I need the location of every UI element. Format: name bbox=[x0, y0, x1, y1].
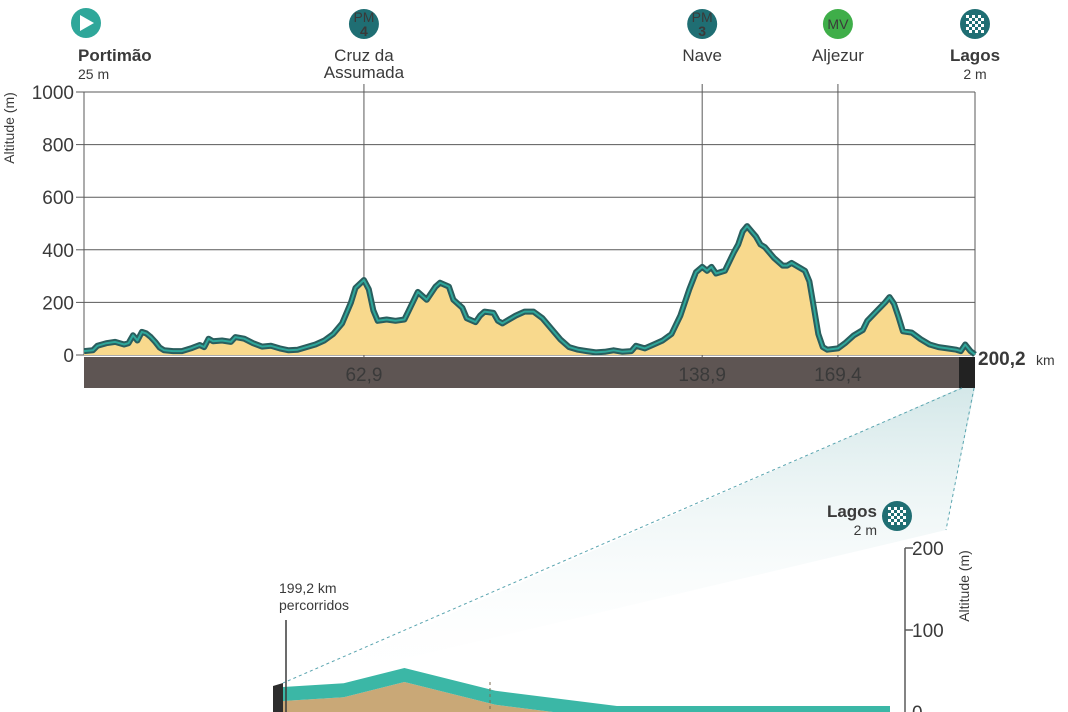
km-label: 62,9 bbox=[345, 365, 382, 386]
inset-y-tick-label: 200 bbox=[912, 539, 944, 560]
mountain-prize-icon bbox=[687, 9, 718, 39]
marker-name: Nave bbox=[682, 46, 722, 65]
km-label: 169,4 bbox=[814, 365, 862, 386]
inset-finish-altitude: 2 m bbox=[854, 522, 877, 538]
y-tick-label: 400 bbox=[42, 241, 74, 262]
total-distance: 200,2 km bbox=[978, 349, 1055, 370]
inset-terrain bbox=[273, 682, 890, 712]
marker-altitude: 25 m bbox=[78, 66, 109, 82]
marker-name: Aljezur bbox=[812, 46, 864, 65]
marker-name: Portimão bbox=[78, 46, 152, 65]
finish-segment-block bbox=[959, 357, 975, 388]
marker-name: Lagos bbox=[950, 46, 1000, 65]
inset-y-tick-label: 100 bbox=[912, 621, 944, 642]
distance-bar bbox=[84, 357, 975, 388]
checkered-icon bbox=[966, 15, 984, 33]
inset-checkered-icon bbox=[888, 507, 906, 525]
mountain-prize-icon bbox=[348, 9, 379, 39]
elevation-area bbox=[84, 226, 975, 355]
y-tick-label: 0 bbox=[63, 346, 74, 367]
y-axis-label: Altitude (m) bbox=[1, 92, 17, 164]
prize-category: 4 bbox=[360, 23, 368, 39]
y-tick-label: 1000 bbox=[32, 83, 74, 104]
y-axis-ticks: 0 200 400 600 800 1000 bbox=[32, 83, 84, 367]
marker-name: Cruz da bbox=[334, 46, 394, 65]
prize-type: PM bbox=[353, 9, 374, 25]
prize-type: PM bbox=[692, 9, 713, 25]
inset-finish-name: Lagos bbox=[827, 502, 877, 521]
total-distance-value: 200,2 bbox=[978, 349, 1026, 370]
km-labels: 62,9 138,9 169,4 bbox=[345, 365, 862, 386]
inset-start-label: percorridos bbox=[279, 597, 349, 613]
km-label: 138,9 bbox=[678, 365, 726, 386]
inset-y-axis-label: Altitude (m) bbox=[956, 550, 972, 622]
zoom-guide-right bbox=[945, 387, 975, 531]
y-tick-label: 800 bbox=[42, 136, 74, 157]
inset-start-km: 199,2 km bbox=[279, 580, 337, 596]
start-arrow-icon bbox=[80, 15, 94, 31]
total-distance-unit: km bbox=[1036, 352, 1055, 368]
inset-y-tick-label-partial: 0 bbox=[912, 703, 923, 712]
y-tick-label: 200 bbox=[42, 293, 74, 314]
y-tick-label: 600 bbox=[42, 188, 74, 209]
prize-category: 3 bbox=[698, 23, 706, 39]
marker-altitude: 2 m bbox=[963, 66, 986, 82]
zoom-fan bbox=[283, 388, 975, 688]
sprint-icon bbox=[822, 9, 853, 39]
marker-name-line2: Assumada bbox=[324, 63, 405, 82]
inset-road-surface bbox=[283, 668, 890, 712]
prize-type: MV bbox=[827, 16, 849, 32]
inset-start-edge bbox=[273, 683, 283, 712]
elevation-line-inner bbox=[83, 225, 976, 356]
